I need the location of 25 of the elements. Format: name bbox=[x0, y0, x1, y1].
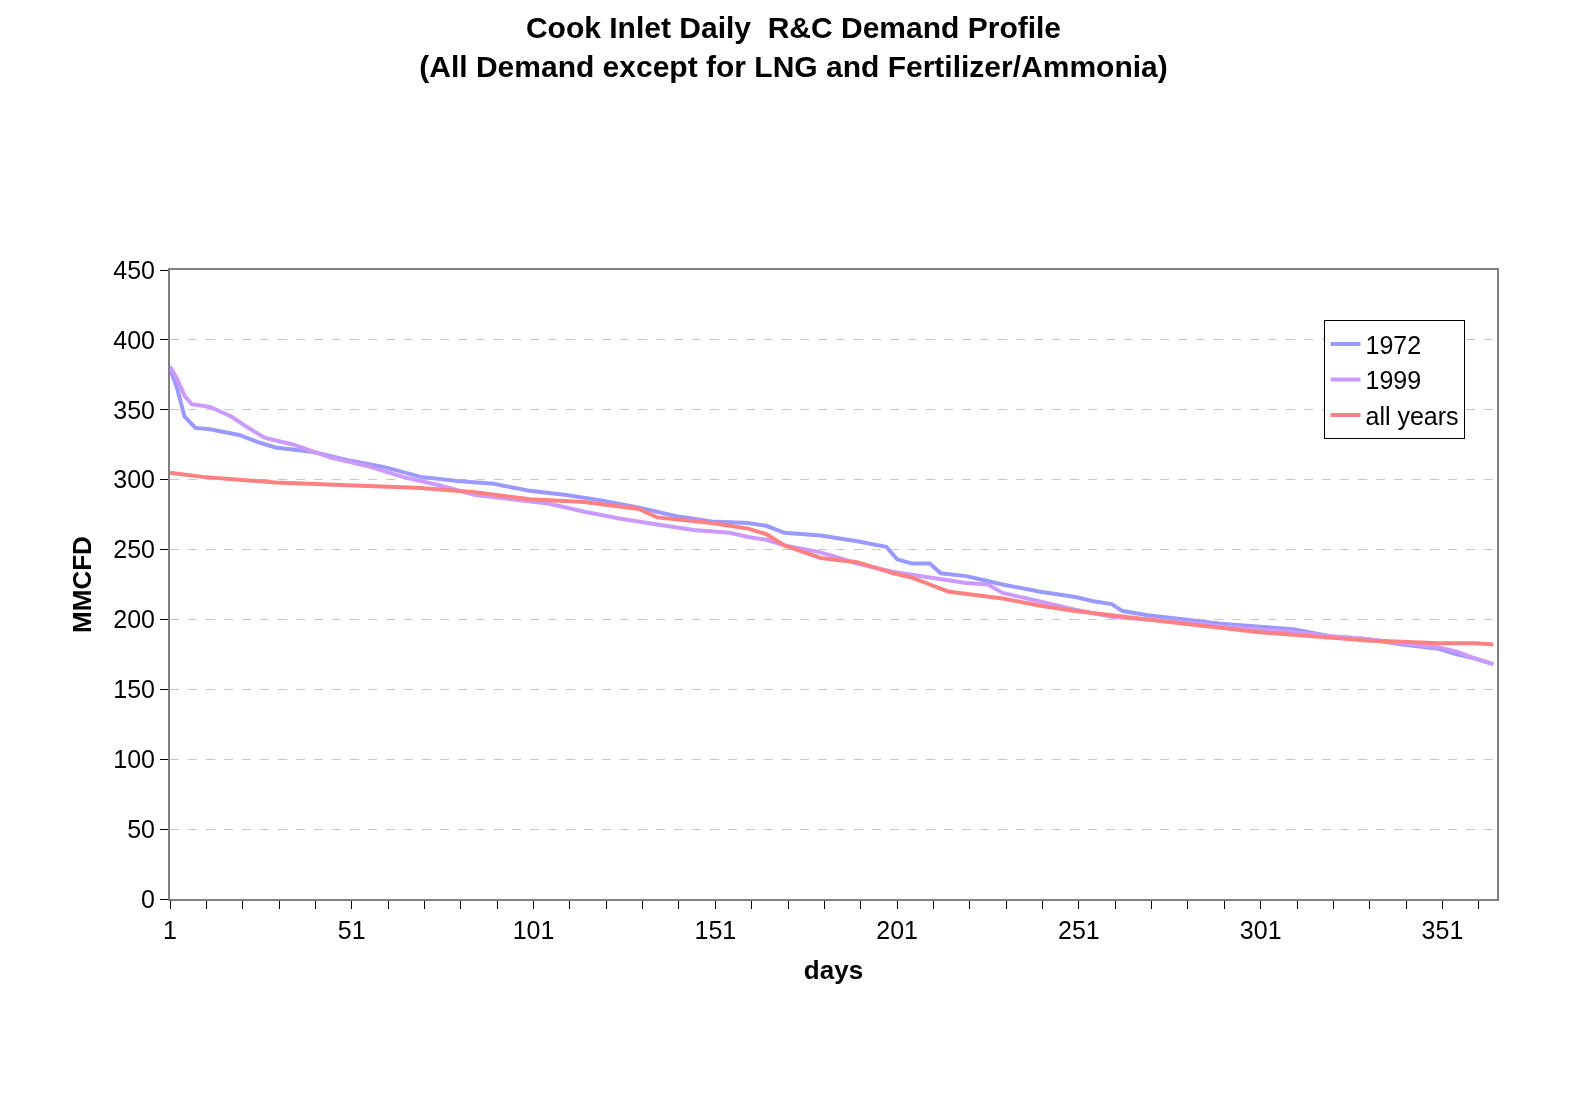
y-axis-title: MMCFD bbox=[67, 536, 98, 633]
legend-label: 1999 bbox=[1365, 366, 1422, 395]
x-axis-title: days bbox=[803, 955, 864, 986]
legend-label: all years bbox=[1365, 401, 1459, 430]
y-tick-label: 450 bbox=[113, 255, 155, 284]
y-tick-label: 200 bbox=[113, 605, 155, 634]
y-tick-label: 300 bbox=[113, 465, 155, 494]
chart-title: Cook Inlet Daily R&C Demand Profile (All Demand except for LNG and Fertilizer/Ammonia) bbox=[419, 11, 1168, 84]
x-tick-label: 1 bbox=[163, 916, 177, 944]
x-tick-label: 251 bbox=[1058, 916, 1100, 944]
y-tick-label: 0 bbox=[141, 884, 155, 913]
x-tick-label: 301 bbox=[1239, 916, 1282, 944]
y-tick-label: 50 bbox=[127, 814, 155, 843]
y-tick-label: 400 bbox=[113, 325, 155, 354]
x-tick-label: 151 bbox=[694, 916, 737, 944]
y-tick-label: 350 bbox=[113, 395, 155, 424]
y-tick-label: 150 bbox=[113, 675, 155, 704]
x-tick-label: 101 bbox=[512, 916, 555, 944]
y-tick-label: 100 bbox=[113, 744, 155, 773]
legend-label: 1972 bbox=[1365, 330, 1422, 359]
x-tick-label: 51 bbox=[337, 916, 366, 944]
x-tick-label: 201 bbox=[876, 916, 918, 944]
line-series bbox=[170, 470, 1496, 647]
x-tick-label: 351 bbox=[1421, 916, 1464, 944]
y-tick-label: 250 bbox=[113, 535, 155, 564]
